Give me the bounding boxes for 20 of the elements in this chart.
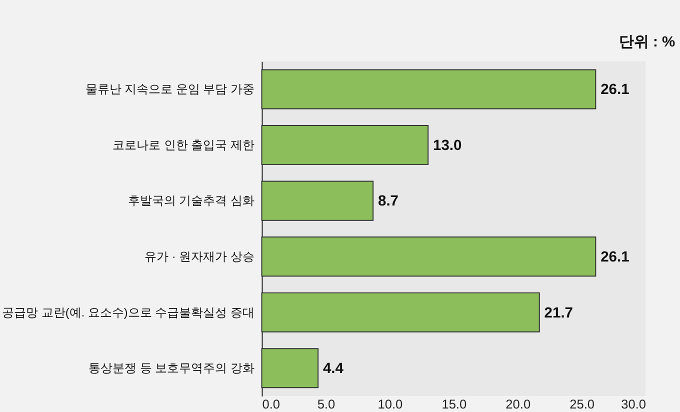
x-tick-label: 20.0: [506, 396, 531, 412]
x-tick-label: 0.0: [262, 396, 280, 412]
y-tick-label: 공급망 교란(예. 요소수)으로 수급불확실성 증대: [2, 305, 254, 320]
data-label: 21.7: [544, 305, 574, 322]
text: 단위 : %: [618, 34, 676, 51]
data-label: 26.1: [600, 82, 630, 98]
data-label: 13.0: [432, 138, 462, 154]
y-tick-label: 통상분쟁 등 보호무역주의 강화: [88, 361, 254, 376]
y-tick-label: 후발국의 기술추격 심화: [128, 194, 254, 208]
x-tick-label: 10.0: [378, 396, 403, 412]
y-tick-label: 유가 · 원자재가 상승: [144, 250, 254, 264]
x-tick-label: 15.0: [442, 396, 467, 412]
y-tick-label: 물류난 지속으로 운임 부담 가중: [85, 82, 254, 96]
x-tick-label: 30.0: [621, 396, 646, 412]
x-tick-label: 5.0: [317, 396, 336, 412]
data-label: 8.7: [378, 194, 398, 210]
data-label: 26.1: [600, 249, 630, 266]
data-label: 4.4: [322, 361, 344, 378]
x-tick-label: 25.0: [570, 396, 595, 412]
y-tick-label: 코로나로 인한 출입국 제한: [112, 138, 254, 152]
